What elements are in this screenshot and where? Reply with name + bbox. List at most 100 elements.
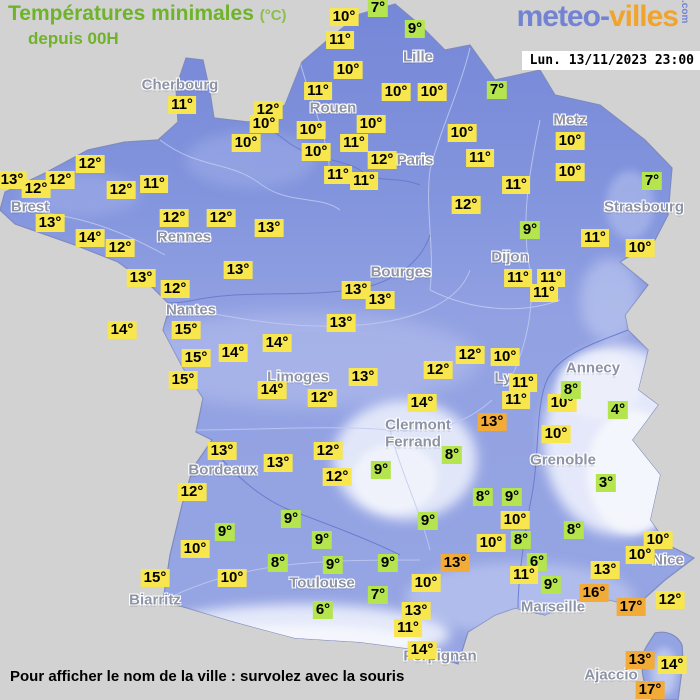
- temp-label[interactable]: 17°: [635, 681, 665, 699]
- temp-label[interactable]: 9°: [311, 531, 333, 549]
- temp-label[interactable]: 16°: [579, 584, 609, 602]
- temp-label[interactable]: 12°: [313, 442, 343, 460]
- temp-label[interactable]: 13°: [477, 413, 507, 431]
- temp-label[interactable]: 11°: [530, 284, 558, 302]
- temp-label[interactable]: 12°: [75, 155, 105, 173]
- temp-label[interactable]: 13°: [35, 214, 65, 232]
- temp-label[interactable]: 11°: [394, 619, 422, 637]
- temp-label[interactable]: 11°: [510, 566, 538, 584]
- temp-label[interactable]: 12°: [322, 468, 352, 486]
- temp-label[interactable]: 10°: [249, 115, 279, 133]
- temp-label[interactable]: 14°: [262, 334, 292, 352]
- temp-label[interactable]: 12°: [307, 389, 337, 407]
- temp-label[interactable]: 10°: [333, 61, 363, 79]
- temp-label[interactable]: 12°: [105, 239, 135, 257]
- temp-label[interactable]: 9°: [214, 523, 236, 541]
- temp-label[interactable]: 9°: [417, 512, 439, 530]
- temp-label[interactable]: 11°: [324, 166, 352, 184]
- temp-label[interactable]: 11°: [466, 149, 494, 167]
- temp-label[interactable]: 14°: [107, 321, 137, 339]
- temp-label[interactable]: 4°: [607, 401, 629, 419]
- temp-label[interactable]: 10°: [500, 511, 530, 529]
- temp-label[interactable]: 10°: [381, 83, 411, 101]
- temp-label[interactable]: 13°: [326, 314, 356, 332]
- meteo-villes-logo[interactable]: meteo-villes.com: [517, 0, 690, 34]
- temp-label[interactable]: 7°: [641, 172, 663, 190]
- temp-label[interactable]: 12°: [423, 361, 453, 379]
- temp-label[interactable]: 10°: [180, 540, 210, 558]
- temp-label[interactable]: 15°: [171, 321, 201, 339]
- temp-label[interactable]: 12°: [159, 209, 189, 227]
- temp-label[interactable]: 12°: [253, 101, 283, 119]
- temp-label[interactable]: 13°: [440, 554, 470, 572]
- temp-label[interactable]: 11°: [304, 82, 332, 100]
- temp-label[interactable]: 11°: [581, 229, 609, 247]
- temp-label[interactable]: 9°: [501, 488, 523, 506]
- temp-label[interactable]: 10°: [417, 83, 447, 101]
- temp-label[interactable]: 10°: [217, 569, 247, 587]
- temp-label[interactable]: 10°: [329, 8, 359, 26]
- temp-label[interactable]: 8°: [560, 381, 582, 399]
- temp-label[interactable]: 11°: [509, 374, 537, 392]
- temp-label[interactable]: 10°: [490, 348, 520, 366]
- temp-label[interactable]: 8°: [441, 446, 463, 464]
- temp-label[interactable]: 11°: [350, 172, 378, 190]
- temp-label[interactable]: 12°: [160, 280, 190, 298]
- temp-label[interactable]: 13°: [0, 171, 27, 189]
- temp-label[interactable]: 10°: [555, 132, 585, 150]
- temp-label[interactable]: 13°: [590, 561, 620, 579]
- temp-label[interactable]: 9°: [519, 221, 541, 239]
- temp-label[interactable]: 13°: [254, 219, 284, 237]
- temp-label[interactable]: 13°: [207, 442, 237, 460]
- temp-label[interactable]: 10°: [625, 546, 655, 564]
- temp-label[interactable]: 9°: [404, 20, 426, 38]
- temp-label[interactable]: 12°: [655, 591, 685, 609]
- temp-label[interactable]: 11°: [340, 134, 368, 152]
- temp-label[interactable]: 13°: [348, 368, 378, 386]
- temp-label[interactable]: 15°: [140, 569, 170, 587]
- temp-label[interactable]: 9°: [370, 461, 392, 479]
- temp-label[interactable]: 17°: [616, 598, 646, 616]
- temp-label[interactable]: 11°: [537, 269, 565, 287]
- temp-label[interactable]: 15°: [168, 371, 198, 389]
- temp-label[interactable]: 13°: [263, 454, 293, 472]
- temp-label[interactable]: 15°: [181, 349, 211, 367]
- temp-label[interactable]: 9°: [377, 554, 399, 572]
- temp-label[interactable]: 12°: [21, 180, 51, 198]
- temp-label[interactable]: 12°: [177, 483, 207, 501]
- temp-label[interactable]: 7°: [486, 81, 508, 99]
- temp-label[interactable]: 6°: [312, 601, 334, 619]
- temp-label[interactable]: 10°: [301, 143, 331, 161]
- temp-label[interactable]: 14°: [407, 394, 437, 412]
- temp-label[interactable]: 11°: [502, 176, 530, 194]
- temp-label[interactable]: 10°: [555, 163, 585, 181]
- temp-label[interactable]: 10°: [296, 121, 326, 139]
- temp-label[interactable]: 10°: [625, 239, 655, 257]
- temp-label[interactable]: 12°: [367, 151, 397, 169]
- temp-label[interactable]: 14°: [407, 641, 437, 659]
- temp-label[interactable]: 13°: [223, 261, 253, 279]
- temp-label[interactable]: 8°: [563, 521, 585, 539]
- temp-label[interactable]: 13°: [401, 602, 431, 620]
- temp-label[interactable]: 11°: [504, 269, 532, 287]
- temp-label[interactable]: 13°: [126, 269, 156, 287]
- temp-label[interactable]: 12°: [451, 196, 481, 214]
- temp-label[interactable]: 8°: [267, 554, 289, 572]
- temp-label[interactable]: 10°: [476, 534, 506, 552]
- temp-label[interactable]: 14°: [657, 656, 687, 674]
- temp-label[interactable]: 13°: [365, 291, 395, 309]
- temp-label[interactable]: 12°: [45, 171, 75, 189]
- temp-label[interactable]: 14°: [218, 344, 248, 362]
- temp-label[interactable]: 7°: [367, 0, 389, 17]
- temp-label[interactable]: 10°: [447, 124, 477, 142]
- temp-label[interactable]: 11°: [502, 391, 530, 409]
- temp-label[interactable]: 11°: [326, 31, 354, 49]
- temp-label[interactable]: 12°: [455, 346, 485, 364]
- temp-label[interactable]: 11°: [168, 96, 196, 114]
- temp-label[interactable]: 7°: [367, 586, 389, 604]
- temp-label[interactable]: 11°: [140, 175, 168, 193]
- temp-label[interactable]: 13°: [625, 651, 655, 669]
- temp-label[interactable]: 10°: [356, 115, 386, 133]
- temp-label[interactable]: 14°: [75, 229, 105, 247]
- temp-label[interactable]: 8°: [472, 488, 494, 506]
